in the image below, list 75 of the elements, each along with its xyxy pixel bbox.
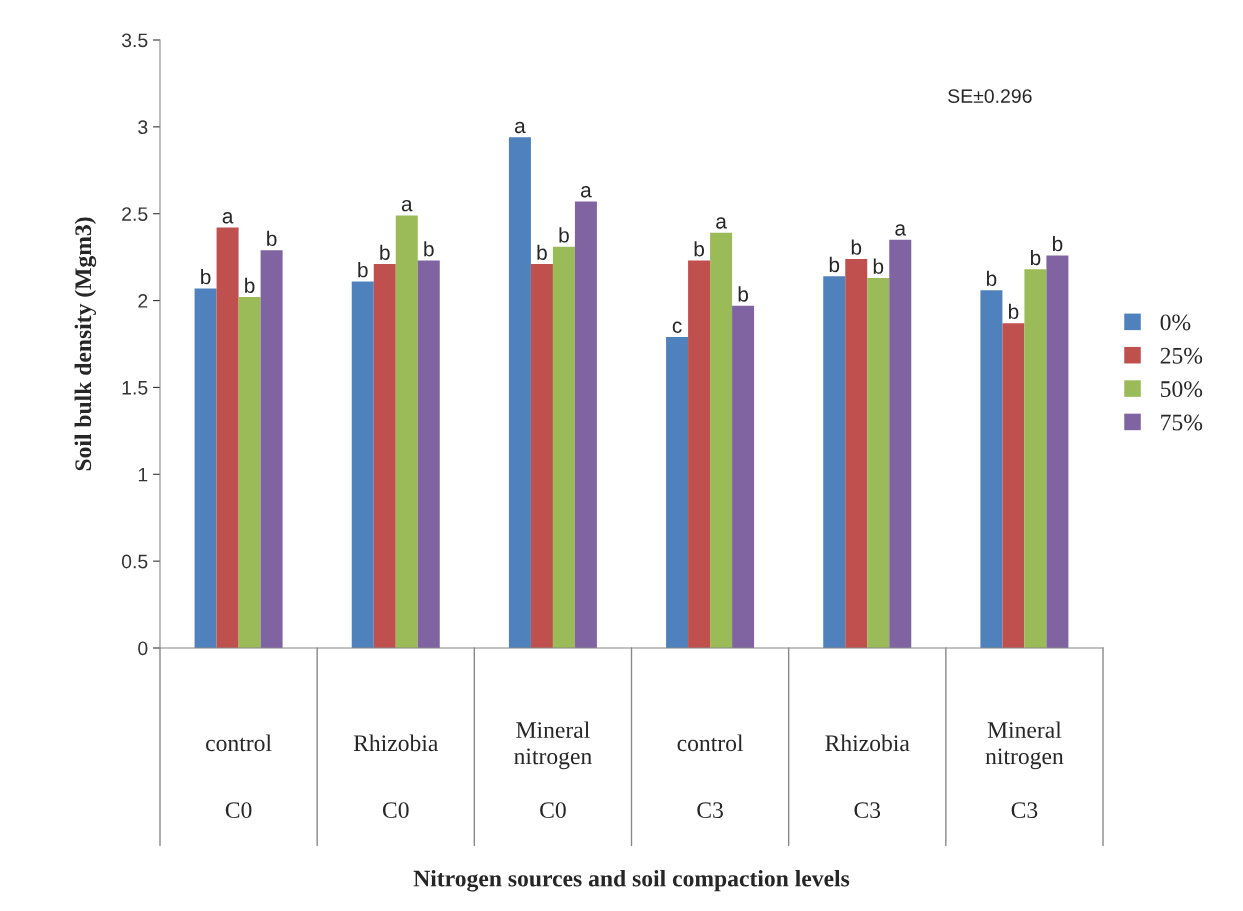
data-label: a xyxy=(716,217,727,229)
bar xyxy=(552,246,575,648)
data-label: a xyxy=(401,199,413,212)
bar xyxy=(1024,269,1047,648)
bar xyxy=(710,232,733,648)
bar xyxy=(194,288,217,648)
y-tick-label: 2.5 xyxy=(122,207,148,221)
bar xyxy=(1046,255,1069,648)
x-tick-label: Mineral nitrogen xyxy=(514,721,592,770)
data-label: b xyxy=(738,286,749,302)
bar xyxy=(395,215,418,648)
bar xyxy=(845,258,868,648)
text: C3 xyxy=(1011,802,1038,819)
legend-label: 25% xyxy=(1160,347,1203,364)
bar xyxy=(238,297,261,648)
bar xyxy=(889,239,912,648)
bar xyxy=(417,260,440,648)
x-tick-label: Rhizobia xyxy=(825,734,910,752)
data-label: c xyxy=(672,321,682,333)
data-label: b xyxy=(873,258,884,274)
bar xyxy=(530,264,553,648)
y-tick-label: 3 xyxy=(138,120,148,135)
bar xyxy=(574,201,597,648)
data-label: b xyxy=(1008,303,1019,320)
data-label: b xyxy=(559,227,569,243)
bar xyxy=(260,250,283,648)
bar xyxy=(373,264,396,648)
data-label: b xyxy=(851,239,862,255)
data-label: b xyxy=(537,244,547,260)
data-label: b xyxy=(829,256,840,273)
bar xyxy=(732,305,755,648)
data-label: b xyxy=(986,270,997,287)
data-label: b xyxy=(267,230,277,247)
x-tick-label: Mineral nitrogen xyxy=(985,721,1064,770)
bar xyxy=(351,281,374,648)
bar xyxy=(980,290,1003,648)
y-tick-label: 3.5 xyxy=(121,33,148,48)
text: C0 xyxy=(382,802,409,819)
bar xyxy=(508,137,531,648)
x-tick-label: control xyxy=(206,734,272,752)
data-label: b xyxy=(424,241,434,257)
data-label: b xyxy=(1052,235,1063,252)
bar xyxy=(867,277,890,648)
y-tick-label: 0 xyxy=(138,641,148,656)
bar xyxy=(688,260,711,648)
x-axis-title: Nitrogen sources and soil compaction levels xyxy=(413,869,850,892)
text: C3 xyxy=(854,802,881,819)
text: C3 xyxy=(697,802,723,819)
data-label: a xyxy=(222,212,234,224)
bar xyxy=(823,276,846,648)
text: C0 xyxy=(225,802,252,819)
y-tick-label: 2 xyxy=(138,294,148,308)
x-tick-label: Rhizobia xyxy=(353,734,439,752)
legend-label: 0% xyxy=(1160,314,1191,331)
data-label: b xyxy=(1030,249,1041,266)
bar xyxy=(216,227,239,648)
data-label: a xyxy=(515,121,526,134)
y-tick-label: 1.5 xyxy=(122,381,148,395)
x-tick-label: control xyxy=(677,734,744,752)
y-tick-label: 0.5 xyxy=(121,554,148,569)
data-label: b xyxy=(245,277,255,293)
data-label: b xyxy=(358,262,368,278)
data-label: b xyxy=(380,244,390,260)
text: C0 xyxy=(540,802,566,819)
y-tick-label: 1 xyxy=(138,467,148,482)
annotation: SE±0.296 xyxy=(948,89,1032,103)
bar xyxy=(666,337,689,648)
data-label: b xyxy=(201,268,211,285)
legend-label: 75% xyxy=(1161,414,1203,431)
bar xyxy=(1002,323,1025,648)
y-axis-title: Soil bulk density (Mgm3) xyxy=(74,217,97,471)
data-label: a xyxy=(895,224,907,236)
data-label: a xyxy=(581,186,592,198)
data-label: b xyxy=(694,241,704,257)
legend-label: 50% xyxy=(1161,381,1203,398)
